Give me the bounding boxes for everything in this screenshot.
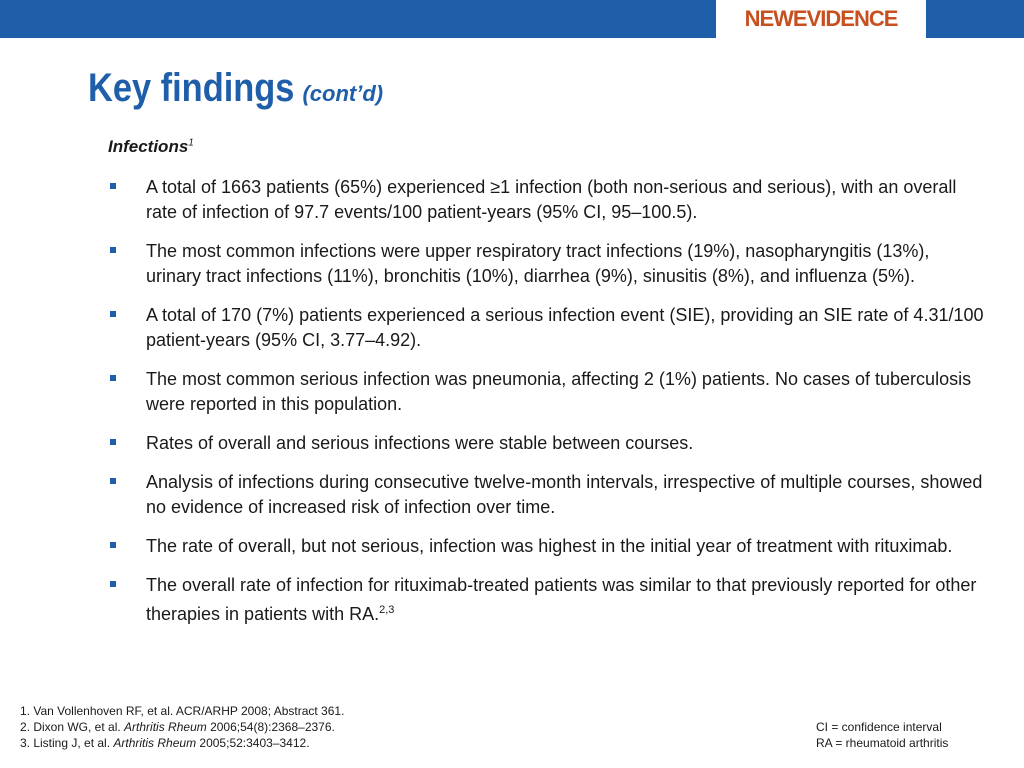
slide-title-suffix: (cont’d) <box>302 81 384 106</box>
finding-text: Rates of overall and serious infections … <box>146 433 694 453</box>
section-heading-text: Infections <box>108 137 189 156</box>
reference-text: 1. Van Vollenhoven RF, et al. ACR/ARHP 2… <box>20 704 345 718</box>
bullet-marker-icon <box>110 247 116 253</box>
header-bar-right <box>926 0 1024 38</box>
finding-bullet: The most common serious infection was pn… <box>108 367 988 417</box>
reference-journal: Arthritis Rheum <box>113 736 197 750</box>
finding-bullet: Analysis of infections during consecutiv… <box>108 470 988 520</box>
finding-bullet: The rate of overall, but not serious, in… <box>108 534 988 559</box>
reference-citation: 2006;54(8):2368–2376. <box>206 720 335 734</box>
finding-bullet: The most common infections were upper re… <box>108 239 988 289</box>
reference-item: 2. Dixon WG, et al. Arthritis Rheum 2006… <box>20 719 344 735</box>
findings-list: A total of 1663 patients (65%) experienc… <box>108 175 988 641</box>
bullet-marker-icon <box>110 375 116 381</box>
newevidence-logo: NEWEVIDENCE <box>744 6 899 31</box>
finding-text: Analysis of infections during consecutiv… <box>146 472 983 517</box>
finding-bullet: A total of 170 (7%) patients experienced… <box>108 303 988 353</box>
reference-item: 3. Listing J, et al. Arthritis Rheum 200… <box>20 735 344 751</box>
reference-text: 2. Dixon WG, et al. <box>20 720 125 734</box>
section-heading-ref: 1 <box>188 137 194 149</box>
bullet-marker-icon <box>110 439 116 445</box>
finding-bullet: The overall rate of infection for rituxi… <box>108 573 988 627</box>
bullet-marker-icon <box>110 311 116 317</box>
bullet-marker-icon <box>110 478 116 484</box>
slide-title-main: Key findings <box>88 66 295 110</box>
reference-journal: Arthritis Rheum <box>124 720 207 734</box>
reference-item: 1. Van Vollenhoven RF, et al. ACR/ARHP 2… <box>20 703 344 719</box>
bullet-marker-icon <box>110 183 116 189</box>
finding-text: A total of 1663 patients (65%) experienc… <box>146 177 957 222</box>
section-heading: Infections1 <box>108 137 194 157</box>
slide-title: Key findings (cont’d) <box>88 66 383 111</box>
bullet-marker-icon <box>110 542 116 548</box>
finding-text: The most common infections were upper re… <box>146 241 930 286</box>
references: 1. Van Vollenhoven RF, et al. ACR/ARHP 2… <box>20 703 344 751</box>
finding-ref: 2,3 <box>379 604 395 616</box>
reference-text: 3. Listing J, et al. <box>20 736 114 750</box>
finding-bullet: Rates of overall and serious infections … <box>108 431 988 456</box>
abbreviation-item: RA = rheumatoid arthritis <box>816 736 949 750</box>
finding-bullet: A total of 1663 patients (65%) experienc… <box>108 175 988 225</box>
finding-text: The most common serious infection was pn… <box>146 369 972 414</box>
header-bar-left <box>0 0 716 38</box>
finding-text: A total of 170 (7%) patients experienced… <box>146 305 984 350</box>
finding-text: The overall rate of infection for rituxi… <box>146 575 977 624</box>
bullet-marker-icon <box>110 581 116 587</box>
reference-citation: 2005;52:3403–3412. <box>196 736 310 750</box>
abbreviations: CI = confidence interval RA = rheumatoid… <box>816 719 948 751</box>
abbreviation-item: CI = confidence interval <box>816 720 942 734</box>
finding-text: The rate of overall, but not serious, in… <box>146 536 953 556</box>
